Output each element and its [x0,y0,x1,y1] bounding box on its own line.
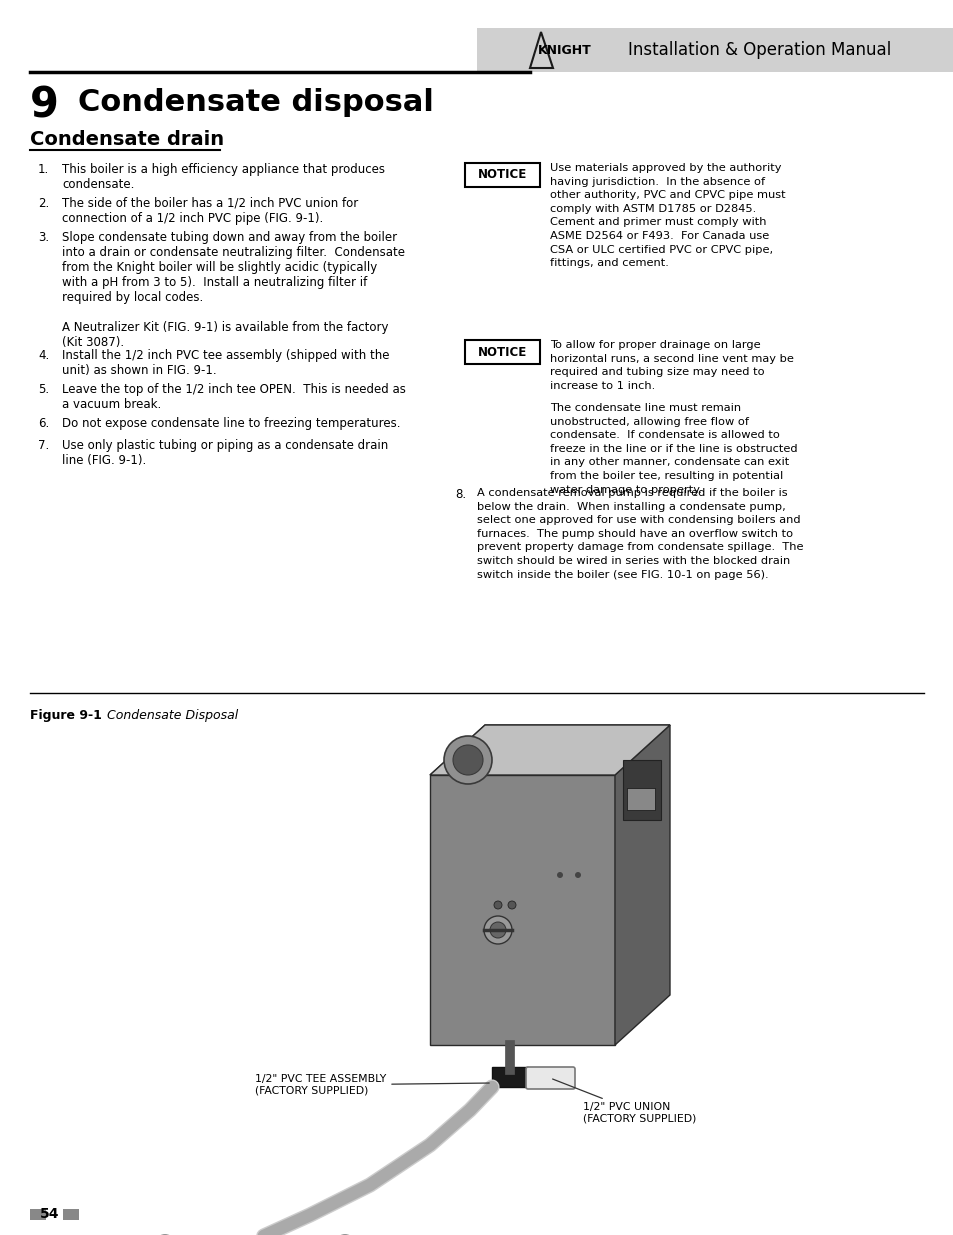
Text: Install the 1/2 inch PVC tee assembly (shipped with the
unit) as shown in FIG. 9: Install the 1/2 inch PVC tee assembly (s… [62,350,389,377]
Text: Condensate drain: Condensate drain [30,130,224,149]
Text: 1/2" PVC TEE ASSEMBLY
(FACTORY SUPPLIED): 1/2" PVC TEE ASSEMBLY (FACTORY SUPPLIED) [254,1074,489,1095]
Text: Condensate Disposal: Condensate Disposal [107,709,238,722]
Text: Installation & Operation Manual: Installation & Operation Manual [628,41,891,59]
Text: 7.: 7. [38,438,50,452]
Bar [476,28,953,72]
FancyBboxPatch shape [525,1067,575,1089]
Circle shape [557,872,562,878]
Bar [626,788,655,810]
Text: Use only plastic tubing or piping as a condensate drain
line (FIG. 9-1).: Use only plastic tubing or piping as a c… [62,438,388,467]
Polygon shape [430,776,615,1045]
Bar [63,1209,79,1220]
Text: KNIGHT: KNIGHT [537,43,591,57]
Circle shape [490,923,505,939]
Text: 1.: 1. [38,163,50,177]
Text: Condensate disposal: Condensate disposal [78,88,434,117]
Polygon shape [622,760,660,820]
Text: 6.: 6. [38,417,50,430]
Text: NOTICE: NOTICE [477,168,527,182]
Circle shape [483,916,512,944]
Text: 5.: 5. [38,383,49,396]
Text: 3.: 3. [38,231,49,245]
Circle shape [494,902,501,909]
Text: The condensate line must remain
unobstructed, allowing free flow of
condensate. : The condensate line must remain unobstru… [550,403,797,494]
Text: A condensate removal pump is required if the boiler is
below the drain.  When in: A condensate removal pump is required if… [476,488,802,579]
Circle shape [507,902,516,909]
Polygon shape [430,725,669,776]
Polygon shape [430,725,669,776]
Text: This boiler is a high efficiency appliance that produces
condensate.: This boiler is a high efficiency applian… [62,163,385,191]
Text: Do not expose condensate line to freezing temperatures.: Do not expose condensate line to freezin… [62,417,400,430]
Circle shape [575,872,580,878]
Text: Use materials approved by the authority
having jurisdiction.  In the absence of
: Use materials approved by the authority … [550,163,785,268]
Text: To allow for proper drainage on large
horizontal runs, a second line vent may be: To allow for proper drainage on large ho… [550,340,793,390]
Text: 9: 9 [30,85,59,127]
Bar [492,1067,527,1087]
Text: Leave the top of the 1/2 inch tee OPEN.  This is needed as
a vacuum break.: Leave the top of the 1/2 inch tee OPEN. … [62,383,405,411]
Text: 2.: 2. [38,198,50,210]
Bar [464,163,539,186]
Bar [464,340,539,364]
Bar [30,1209,46,1220]
Polygon shape [615,725,669,1045]
Text: Figure 9-1: Figure 9-1 [30,709,102,722]
Text: 54: 54 [40,1208,60,1221]
Text: 8.: 8. [455,488,466,501]
Circle shape [453,745,482,776]
Text: Slope condensate tubing down and away from the boiler
into a drain or condensate: Slope condensate tubing down and away fr… [62,231,405,350]
Text: NOTICE: NOTICE [477,346,527,358]
Text: The side of the boiler has a 1/2 inch PVC union for
connection of a 1/2 inch PVC: The side of the boiler has a 1/2 inch PV… [62,198,358,225]
Text: 4.: 4. [38,350,50,362]
Circle shape [443,736,492,784]
Text: 1/2" PVC UNION
(FACTORY SUPPLIED): 1/2" PVC UNION (FACTORY SUPPLIED) [552,1079,696,1124]
